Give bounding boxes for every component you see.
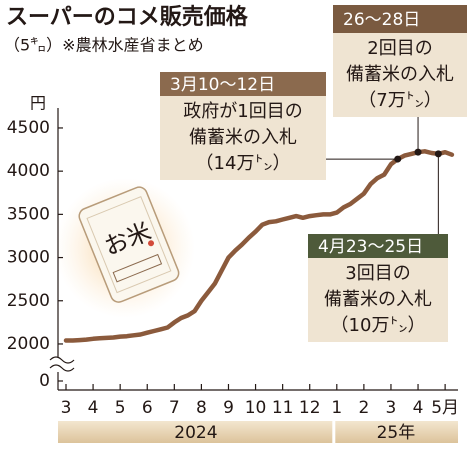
callout-body <box>333 33 467 117</box>
callout-body <box>308 258 448 342</box>
callout-header-text: 26～28日 <box>343 10 420 30</box>
callout-header-text: 4月23～25日 <box>318 237 423 257</box>
x-tick-label: 5 <box>115 398 126 418</box>
y-tick-label: 4500 <box>7 118 50 138</box>
year-band <box>58 421 333 443</box>
x-tick-label: 3 <box>61 398 72 418</box>
callout-body <box>160 96 326 180</box>
event-point <box>394 155 402 163</box>
x-tick-label: 8 <box>196 398 207 418</box>
x-tick-label: 4 <box>88 398 99 418</box>
y-tick-label: 4000 <box>7 161 50 181</box>
y-tick-label: 2500 <box>7 291 50 311</box>
x-tick-label: 4 <box>413 398 424 418</box>
callout-text: 備蓄米の入札 <box>324 289 432 310</box>
y-tick-label: 3000 <box>7 248 50 268</box>
x-tick-label: 6 <box>142 398 153 418</box>
callout-text: （14万㌧） <box>196 153 291 174</box>
x-tick-label: 2 <box>358 398 369 418</box>
x-tick-label: 3 <box>386 398 397 418</box>
axis-break <box>49 356 75 372</box>
y-unit: 円 <box>30 94 46 113</box>
callout-header <box>308 234 448 258</box>
y-tick-label: 0 <box>39 371 50 391</box>
callout-text: 3回目の <box>345 263 410 284</box>
year-band <box>335 421 458 443</box>
x-tick-label: 12 <box>299 398 321 418</box>
callout-text: 備蓄米の入札 <box>189 127 297 148</box>
x-tick-label: 7 <box>169 398 180 418</box>
event-point <box>434 150 442 158</box>
year-label: 25年 <box>377 423 416 443</box>
callout-header-text: 3月10～12日 <box>170 75 275 95</box>
callout-text: （7万㌧） <box>358 90 441 111</box>
callout-header <box>333 5 467 33</box>
chart-subtitle: （5㌔）※農林水産省まとめ <box>4 36 204 55</box>
rice-bag: お米 <box>55 178 195 318</box>
price-line <box>63 149 455 343</box>
y-tick-label: 2000 <box>7 334 50 354</box>
x-tick-label: 9 <box>223 398 234 418</box>
x-tick-label: 1 <box>331 398 342 418</box>
callout-text: 2回目の <box>367 38 432 59</box>
x-tick-label: 10 <box>245 398 267 418</box>
callout-text: 政府が1回目の <box>183 101 302 122</box>
year-label: 2024 <box>174 423 217 443</box>
x-tick-label: 11 <box>272 398 294 418</box>
callout-text: 備蓄米の入札 <box>346 64 454 85</box>
chart-title: スーパーのコメ販売価格 <box>6 4 249 30</box>
y-tick-label: 3500 <box>7 204 50 224</box>
x-tick-label: 5月 <box>431 398 459 418</box>
callout-text: （10万㌧） <box>331 315 426 336</box>
event-point <box>414 148 422 156</box>
callout-header <box>160 72 326 96</box>
